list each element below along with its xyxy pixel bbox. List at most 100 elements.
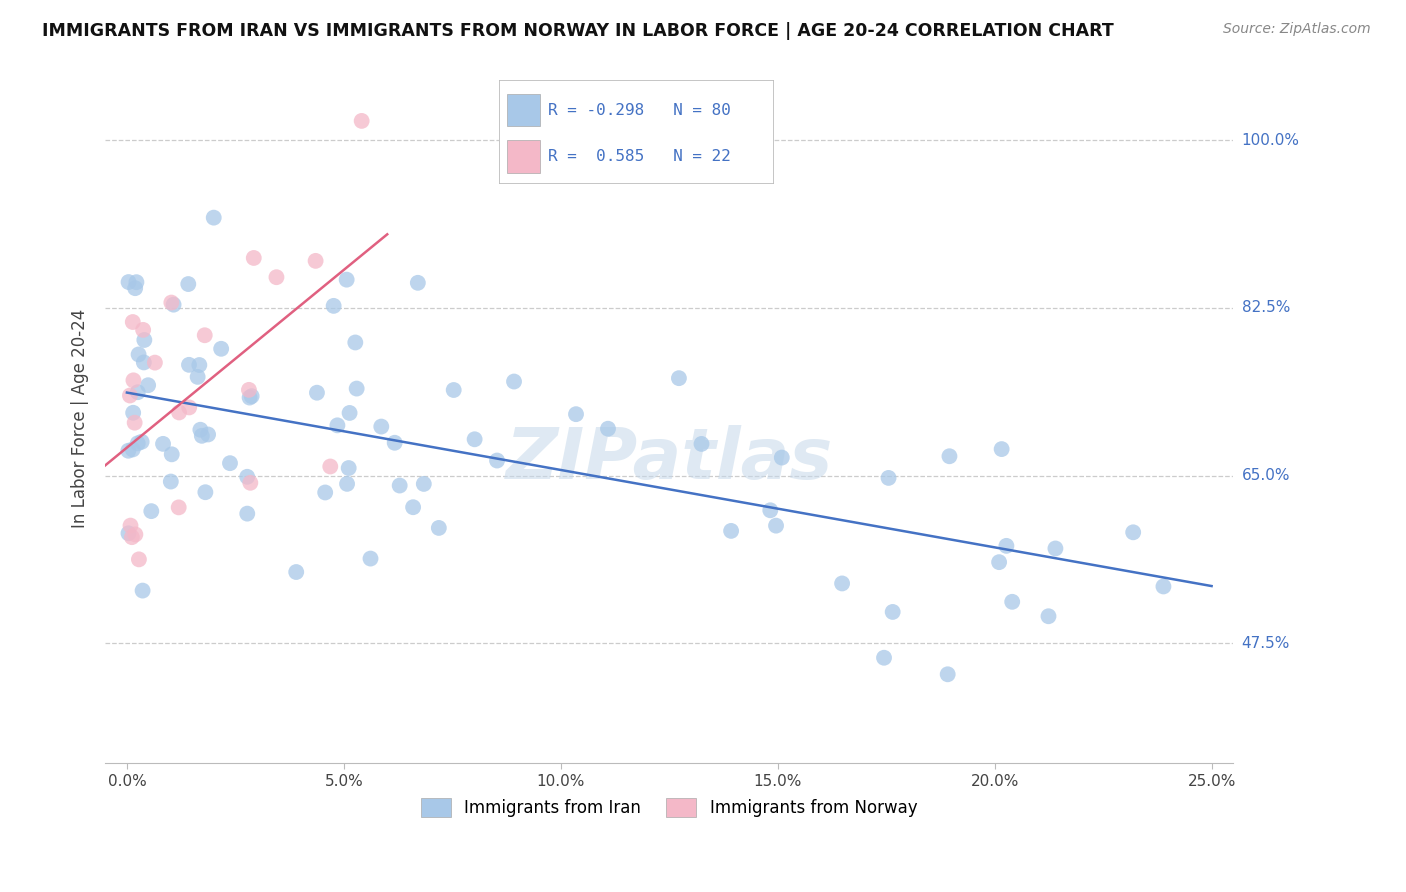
Point [882, 605, 904, 619]
Point [128, 552, 150, 566]
Point [179, 401, 201, 415]
Point [1045, 541, 1067, 556]
Point [143, 356, 166, 370]
Point [759, 503, 782, 517]
Point [486, 453, 509, 467]
Point [326, 418, 349, 433]
Point [596, 422, 619, 436]
Point [412, 477, 434, 491]
Point [160, 295, 183, 310]
Point [314, 485, 336, 500]
Point [304, 253, 326, 268]
Point [191, 429, 214, 443]
Point [124, 281, 146, 295]
Point [121, 315, 143, 329]
Point [136, 378, 159, 392]
Point [219, 456, 242, 470]
Point [131, 583, 153, 598]
Text: R =  0.585   N = 22: R = 0.585 N = 22 [548, 149, 731, 164]
Point [118, 388, 141, 402]
Point [936, 667, 959, 681]
Point [194, 485, 217, 500]
Point [197, 427, 219, 442]
Point [285, 565, 308, 579]
Point [1152, 579, 1174, 593]
Point [464, 432, 486, 446]
Point [668, 371, 690, 385]
Point [177, 358, 200, 372]
Point [384, 435, 406, 450]
Point [995, 539, 1018, 553]
Point [339, 406, 361, 420]
Point [565, 407, 588, 421]
Point [124, 416, 146, 430]
Point [503, 375, 526, 389]
Point [187, 370, 209, 384]
Point [350, 114, 373, 128]
Point [337, 461, 360, 475]
Point [122, 406, 145, 420]
Point [190, 423, 212, 437]
Point [121, 530, 143, 544]
Legend: Immigrants from Iran, Immigrants from Norway: Immigrants from Iran, Immigrants from No… [415, 791, 924, 824]
Point [167, 500, 190, 515]
Point [194, 328, 217, 343]
Text: Source: ZipAtlas.com: Source: ZipAtlas.com [1223, 22, 1371, 37]
Text: R = -0.298   N = 80: R = -0.298 N = 80 [548, 103, 731, 118]
Point [690, 437, 713, 451]
Point [720, 524, 742, 538]
Point [162, 298, 184, 312]
Point [388, 478, 411, 492]
Point [831, 576, 853, 591]
Point [370, 419, 392, 434]
Point [877, 471, 900, 485]
Point [159, 475, 181, 489]
Point [160, 447, 183, 461]
Point [360, 551, 382, 566]
Point [1001, 595, 1024, 609]
Text: 82.5%: 82.5% [1241, 301, 1289, 316]
Point [988, 555, 1011, 569]
Point [209, 342, 232, 356]
Point [202, 211, 225, 225]
Point [319, 459, 342, 474]
Point [938, 449, 960, 463]
Point [322, 299, 344, 313]
Text: 47.5%: 47.5% [1241, 636, 1289, 651]
Point [125, 275, 148, 289]
Point [1038, 609, 1060, 624]
Point [873, 650, 896, 665]
Point [406, 276, 429, 290]
Point [117, 443, 139, 458]
Point [240, 389, 263, 403]
Point [121, 442, 143, 457]
Point [427, 521, 450, 535]
Point [117, 526, 139, 541]
Point [141, 504, 163, 518]
Point [402, 500, 425, 515]
Point [239, 475, 262, 490]
Point [305, 385, 328, 400]
Point [134, 333, 156, 347]
Point [238, 383, 260, 397]
Point [344, 335, 367, 350]
Point [167, 405, 190, 419]
Point [188, 358, 211, 372]
Point [132, 355, 155, 369]
Point [242, 251, 264, 265]
Point [124, 527, 146, 541]
Point [336, 273, 359, 287]
Point [120, 518, 142, 533]
Point [117, 275, 139, 289]
Point [128, 347, 150, 361]
Text: 100.0%: 100.0% [1241, 133, 1299, 147]
Text: ZIPatlas: ZIPatlas [506, 425, 832, 494]
Point [770, 450, 793, 465]
Point [443, 383, 465, 397]
Point [127, 436, 149, 450]
Point [236, 507, 259, 521]
Point [346, 382, 368, 396]
Bar [508, 140, 540, 173]
Text: IMMIGRANTS FROM IRAN VS IMMIGRANTS FROM NORWAY IN LABOR FORCE | AGE 20-24 CORREL: IMMIGRANTS FROM IRAN VS IMMIGRANTS FROM … [42, 22, 1114, 40]
Point [122, 373, 145, 387]
